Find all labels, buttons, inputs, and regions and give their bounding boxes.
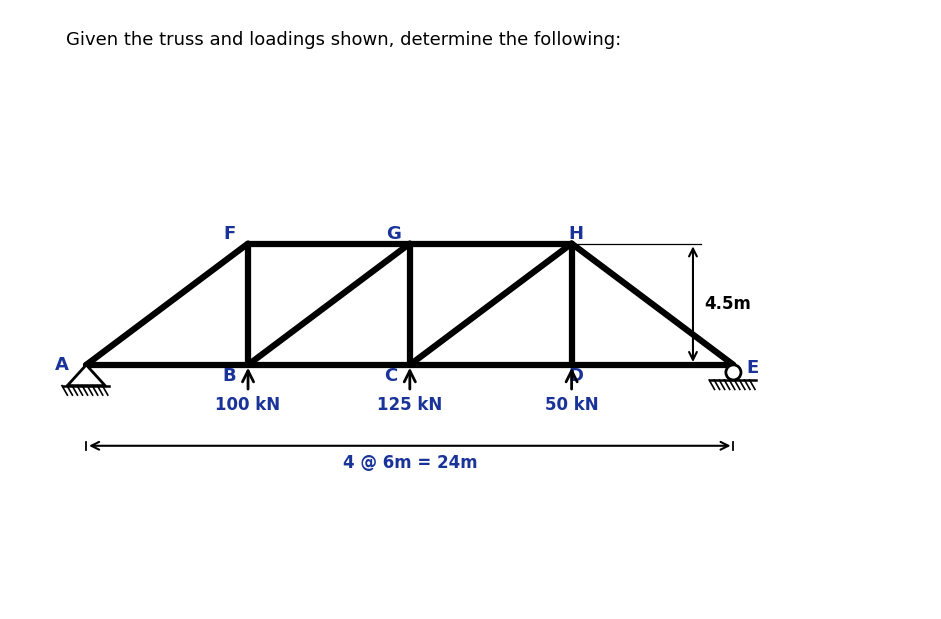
Text: B: B <box>222 366 236 384</box>
Text: C: C <box>384 366 398 384</box>
Text: E: E <box>746 358 758 376</box>
Text: Given the truss and loadings shown, determine the following:: Given the truss and loadings shown, dete… <box>66 31 621 49</box>
Polygon shape <box>68 365 105 386</box>
Text: H: H <box>568 225 583 243</box>
Text: 4.5m: 4.5m <box>704 295 751 313</box>
Text: 50 kN: 50 kN <box>545 396 598 414</box>
Text: D: D <box>568 366 583 384</box>
Text: 4 @ 6m = 24m: 4 @ 6m = 24m <box>343 454 477 472</box>
Text: G: G <box>386 225 401 243</box>
Text: 100 kN: 100 kN <box>215 396 280 414</box>
Text: F: F <box>223 225 235 243</box>
Text: 125 kN: 125 kN <box>377 396 442 414</box>
Text: A: A <box>55 356 69 374</box>
Circle shape <box>726 365 741 380</box>
